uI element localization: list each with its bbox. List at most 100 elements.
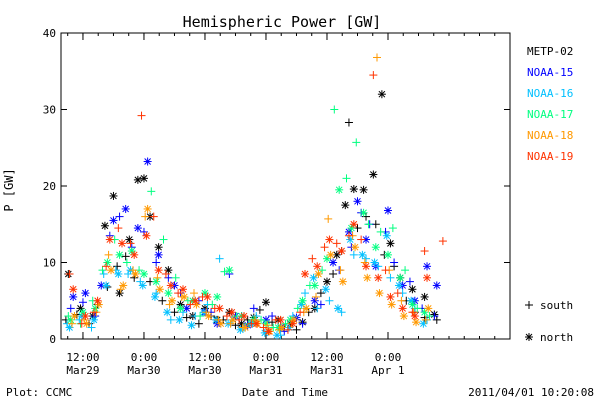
noaa-19-north-point — [69, 285, 78, 294]
noaa-16-north-point — [309, 273, 318, 282]
noaa-19-south-point — [235, 315, 244, 324]
noaa-16-south-point — [337, 308, 346, 317]
noaa-15-north-point — [154, 250, 163, 259]
noaa-18-north-point — [180, 292, 189, 301]
noaa-19-south-point — [102, 262, 111, 271]
noaa-16-north-point — [150, 292, 159, 301]
x-tick-time-label: 12:00 — [310, 351, 343, 364]
noaa-18-north-point — [338, 277, 347, 286]
x-tick-date-label: Mar30 — [127, 364, 160, 377]
noaa-15-north-point — [383, 206, 392, 215]
noaa-15-north-point — [69, 292, 78, 301]
noaa-17-south-point — [318, 266, 327, 275]
noaa-17-south-point — [330, 105, 339, 114]
noaa-17-south-point — [413, 304, 422, 313]
noaa-19-south-point — [137, 111, 146, 120]
noaa-18-north-point — [107, 266, 116, 275]
noaa-19-north-point — [227, 308, 236, 317]
noaa-17-north-point — [152, 277, 161, 286]
data-marks — [61, 53, 447, 340]
metp-02-south-point — [121, 252, 130, 261]
x-tick-time-label: 0:00 — [375, 351, 402, 364]
noaa-19-south-point — [381, 266, 390, 275]
noaa-18-north-point — [277, 323, 286, 332]
metp-02-north-point — [154, 243, 163, 252]
noaa-18-north-point — [314, 269, 323, 278]
metp-02-north-point — [133, 175, 142, 184]
noaa-15-south-point — [316, 300, 325, 309]
noaa-18-north-point — [351, 243, 360, 252]
noaa-15-south-point — [115, 212, 124, 221]
noaa-18-north-point — [70, 312, 79, 321]
noaa-15-north-point — [109, 216, 118, 225]
metp-02-north-point — [359, 185, 368, 194]
metp-02-north-point — [322, 277, 331, 286]
noaa-17-south-point — [425, 312, 434, 321]
legend-entry: NOAA-16 — [527, 87, 573, 100]
noaa-19-south-point — [161, 269, 170, 278]
noaa-19-north-point — [374, 273, 383, 282]
noaa-18-south-point — [153, 273, 162, 282]
noaa-18-north-point — [216, 319, 225, 328]
noaa-19-south-point — [308, 254, 317, 263]
noaa-16-north-point — [321, 285, 330, 294]
noaa-19-north-point — [93, 296, 102, 305]
noaa-16-north-point — [358, 250, 367, 259]
noaa-19-north-point — [386, 292, 395, 301]
noaa-15-north-point — [143, 157, 152, 166]
noaa-17-south-point — [98, 266, 107, 275]
noaa-15-north-point — [310, 296, 319, 305]
metp-02-south-point — [344, 118, 353, 127]
chart-title: Hemispheric Power [GW] — [183, 13, 382, 31]
x-axis-ticks: 12:00Mar290:00Mar3012:00Mar300:00Mar3112… — [66, 33, 511, 377]
noaa-16-north-point — [333, 304, 342, 313]
noaa-19-north-point — [105, 235, 114, 244]
noaa-18-north-point — [399, 312, 408, 321]
noaa-17-north-point — [322, 254, 331, 263]
y-tick-label: 0 — [49, 333, 56, 346]
metp-02-north-point — [386, 239, 395, 248]
noaa-17-south-point — [364, 220, 373, 229]
noaa-19-south-point — [149, 212, 158, 221]
noaa-17-north-point — [396, 273, 405, 282]
metp-02-north-point — [100, 221, 109, 230]
x-tick-time-label: 12:00 — [66, 351, 99, 364]
noaa-19-south-point — [296, 308, 305, 317]
noaa-15-north-point — [133, 224, 142, 233]
noaa-17-south-point — [159, 235, 168, 244]
noaa-16-north-point — [175, 315, 184, 324]
noaa-17-north-point — [176, 304, 185, 313]
noaa-19-south-point — [222, 312, 231, 321]
noaa-15-south-point — [390, 258, 399, 267]
noaa-19-north-point — [191, 296, 200, 305]
noaa-19-north-point — [276, 315, 285, 324]
noaa-18-north-point — [387, 300, 396, 309]
noaa-18-north-point — [375, 289, 384, 298]
noaa-19-north-point — [264, 327, 273, 336]
noaa-17-north-point — [335, 185, 344, 194]
noaa-19-north-point — [118, 239, 127, 248]
noaa-16-south-point — [349, 250, 358, 259]
noaa-18-north-point — [82, 319, 91, 328]
noaa-19-north-point — [423, 273, 432, 282]
y-tick-label: 40 — [43, 27, 56, 40]
legend-entry: NOAA-15 — [527, 66, 573, 79]
noaa-19-south-point — [114, 224, 123, 233]
noaa-18-north-point — [412, 318, 421, 327]
noaa-19-south-point — [320, 243, 329, 252]
noaa-16-north-point — [138, 281, 147, 290]
legend-entry: NOAA-17 — [527, 108, 573, 121]
metp-02-north-point — [115, 289, 124, 298]
metp-02-north-point — [420, 292, 429, 301]
north-marker-symbol — [525, 333, 533, 341]
noaa-16-south-point — [301, 289, 310, 298]
plot-frame — [60, 32, 511, 340]
noaa-19-north-point — [215, 304, 224, 313]
noaa-19-north-point — [179, 285, 188, 294]
noaa-18-north-point — [204, 312, 213, 321]
noaa-19-south-point — [393, 289, 402, 298]
noaa-16-north-point — [394, 281, 403, 290]
noaa-15-south-point — [249, 304, 258, 313]
noaa-16-south-point — [166, 315, 175, 324]
